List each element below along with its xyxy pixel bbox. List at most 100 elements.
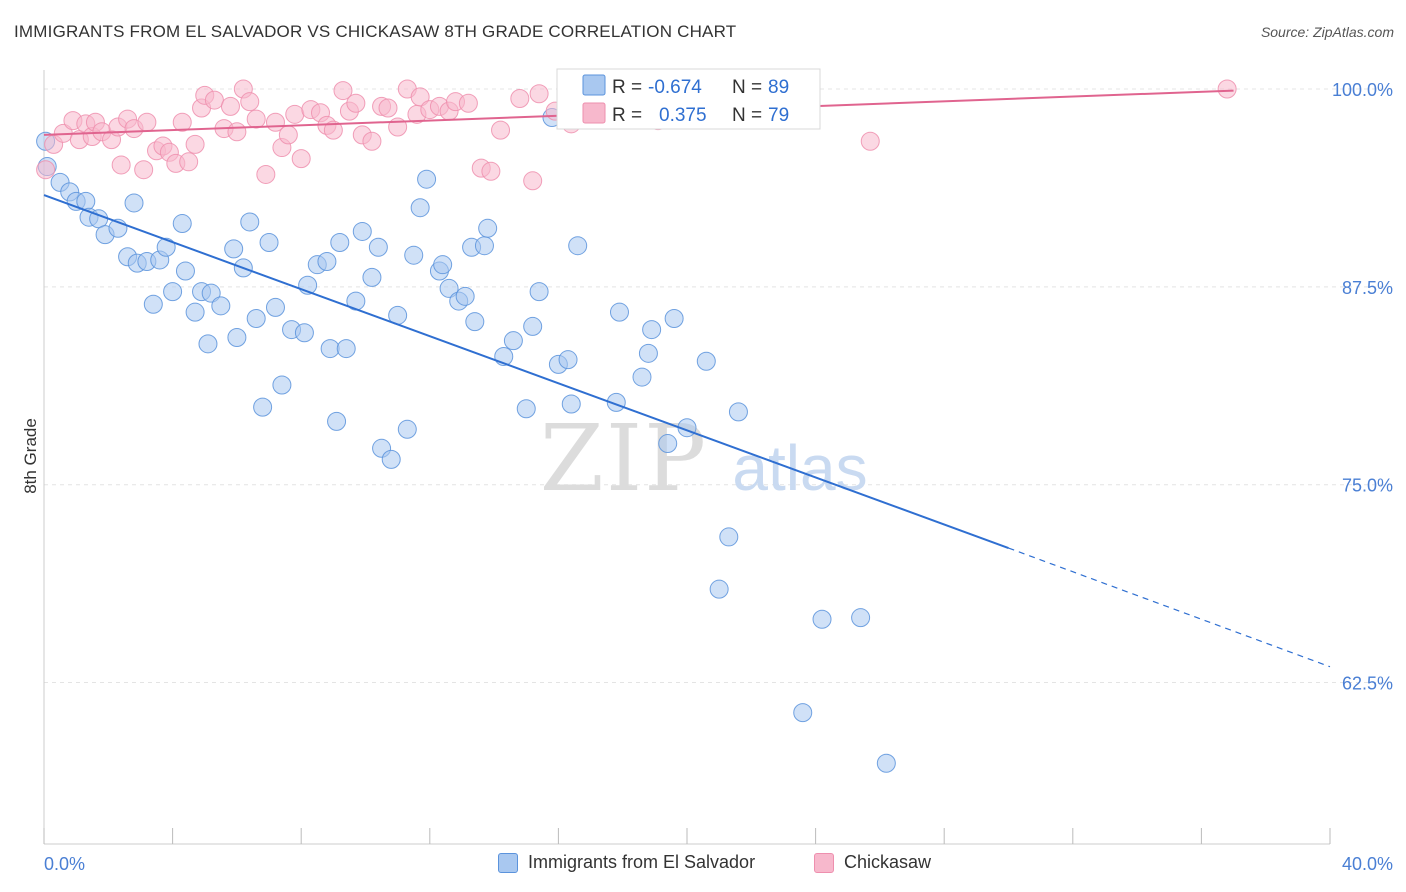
chickasaw-point bbox=[1217, 79, 1237, 99]
legend-swatch-chickasaw bbox=[814, 852, 834, 873]
legend-r-value-2: 0.375 bbox=[659, 105, 707, 126]
watermark-atlas: atlas bbox=[732, 432, 867, 504]
trend-layer bbox=[43, 89, 1331, 668]
el-salvador-point bbox=[246, 309, 266, 329]
el-salvador-point bbox=[240, 212, 260, 232]
chickasaw-point bbox=[36, 160, 56, 180]
y-tick-label: 100.0% bbox=[1332, 80, 1393, 100]
el-salvador-point bbox=[124, 193, 144, 213]
el-salvador-trend-extension bbox=[1008, 547, 1331, 668]
legend-swatch-el-salvador bbox=[498, 852, 518, 873]
el-salvador-point bbox=[227, 327, 247, 347]
y-tick-label: 62.5% bbox=[1342, 674, 1393, 694]
y-tick-label: 75.0% bbox=[1342, 476, 1393, 496]
chickasaw-point bbox=[204, 90, 224, 110]
chickasaw-point bbox=[220, 96, 240, 116]
labels-layer: 100.0% 87.5% 75.0% 62.5% 0.0% 40.0% 8th Grade bbox=[21, 80, 1393, 874]
legend-r-label-2: R = bbox=[612, 105, 642, 126]
chickasaw-point bbox=[523, 171, 543, 191]
source-label: Source: ZipAtlas.com bbox=[1260, 24, 1394, 40]
chickasaw-point bbox=[185, 134, 205, 154]
legend-n-label-2: N = bbox=[732, 105, 762, 126]
el-salvador-point bbox=[362, 267, 382, 287]
legend-item-chickasaw: Chickasaw bbox=[814, 852, 931, 873]
el-salvador-point bbox=[211, 296, 231, 316]
x-tick-label-min: 0.0% bbox=[44, 854, 85, 874]
chickasaw-point bbox=[256, 164, 276, 184]
chart-title: IMMIGRANTS FROM EL SALVADOR VS CHICKASAW… bbox=[14, 22, 737, 41]
watermark: ZIP atlas bbox=[540, 405, 868, 512]
legend-r-value-1: -0.674 bbox=[648, 77, 702, 98]
el-salvador-point bbox=[172, 214, 192, 234]
el-salvador-point bbox=[336, 339, 356, 359]
el-salvador-point bbox=[201, 283, 221, 303]
legend-label-el-salvador: Immigrants from El Salvador bbox=[528, 852, 756, 872]
el-salvador-point bbox=[642, 320, 662, 340]
el-salvador-point bbox=[198, 334, 218, 354]
el-salvador-point bbox=[558, 350, 578, 370]
x-tick-label-max: 40.0% bbox=[1342, 854, 1393, 874]
el-salvador-point bbox=[320, 339, 340, 359]
el-salvador-point bbox=[455, 286, 475, 306]
legend-item-el-salvador: Immigrants from El Salvador bbox=[498, 852, 755, 873]
chickasaw-point bbox=[362, 131, 382, 151]
el-salvador-point bbox=[224, 239, 244, 259]
el-salvador-point bbox=[658, 434, 678, 454]
legend-n-value-2: 79 bbox=[768, 105, 789, 126]
el-salvador-point bbox=[523, 316, 543, 336]
el-salvador-point bbox=[410, 198, 430, 218]
el-salvador-point bbox=[175, 261, 195, 281]
chickasaw-point bbox=[227, 122, 247, 142]
el-salvador-point bbox=[185, 302, 205, 322]
el-salvador-point bbox=[397, 419, 417, 439]
el-salvador-point bbox=[404, 245, 424, 265]
legend-n-label-1: N = bbox=[732, 77, 762, 98]
el-salvador-point bbox=[265, 297, 285, 317]
chickasaw-point bbox=[278, 125, 298, 145]
chickasaw-point bbox=[111, 155, 131, 175]
el-salvador-point bbox=[632, 367, 652, 387]
el-salvador-point bbox=[503, 331, 523, 351]
chickasaw-point bbox=[240, 92, 260, 112]
el-salvador-point bbox=[259, 233, 279, 253]
el-salvador-point bbox=[812, 609, 832, 629]
series-legend: Immigrants from El Salvador Chickasaw bbox=[0, 852, 1406, 880]
legend-label-chickasaw: Chickasaw bbox=[844, 852, 932, 872]
chickasaw-point bbox=[491, 120, 511, 140]
correlation-legend: R = -0.674 N = 89 R = 0.375 N = 79 bbox=[556, 68, 821, 130]
watermark-zip: ZIP bbox=[540, 405, 708, 512]
chickasaw-point bbox=[333, 81, 353, 101]
el-salvador-point bbox=[327, 411, 347, 431]
el-salvador-trend-line bbox=[43, 194, 1009, 549]
chickasaw-point bbox=[378, 98, 398, 118]
el-salvador-point bbox=[143, 294, 163, 314]
el-salvador-point bbox=[478, 218, 498, 238]
chickasaw-point bbox=[410, 87, 430, 107]
el-salvador-point bbox=[568, 236, 588, 256]
y-axis-label: 8th Grade bbox=[21, 418, 40, 494]
el-salvador-point bbox=[352, 221, 372, 241]
el-salvador-point bbox=[876, 753, 896, 773]
chickasaw-point bbox=[323, 120, 343, 140]
chickasaw-point bbox=[458, 93, 478, 113]
chickasaw-point bbox=[529, 84, 549, 104]
el-salvador-point bbox=[728, 402, 748, 422]
chickasaw-point bbox=[246, 109, 266, 129]
el-salvador-point bbox=[439, 278, 459, 298]
chickasaw-point bbox=[510, 88, 530, 108]
el-salvador-point bbox=[709, 579, 729, 599]
el-salvador-point bbox=[272, 375, 292, 395]
el-salvador-point bbox=[561, 394, 581, 414]
chickasaw-point bbox=[285, 104, 305, 124]
el-salvador-point bbox=[253, 397, 273, 417]
el-salvador-point bbox=[417, 169, 437, 189]
el-salvador-point bbox=[294, 323, 314, 343]
el-salvador-point bbox=[516, 399, 536, 419]
el-salvador-point bbox=[638, 343, 658, 363]
chickasaw-point bbox=[179, 152, 199, 172]
el-salvador-point bbox=[529, 282, 549, 302]
el-salvador-point bbox=[696, 351, 716, 371]
el-salvador-point bbox=[156, 237, 176, 257]
el-salvador-point bbox=[474, 236, 494, 256]
